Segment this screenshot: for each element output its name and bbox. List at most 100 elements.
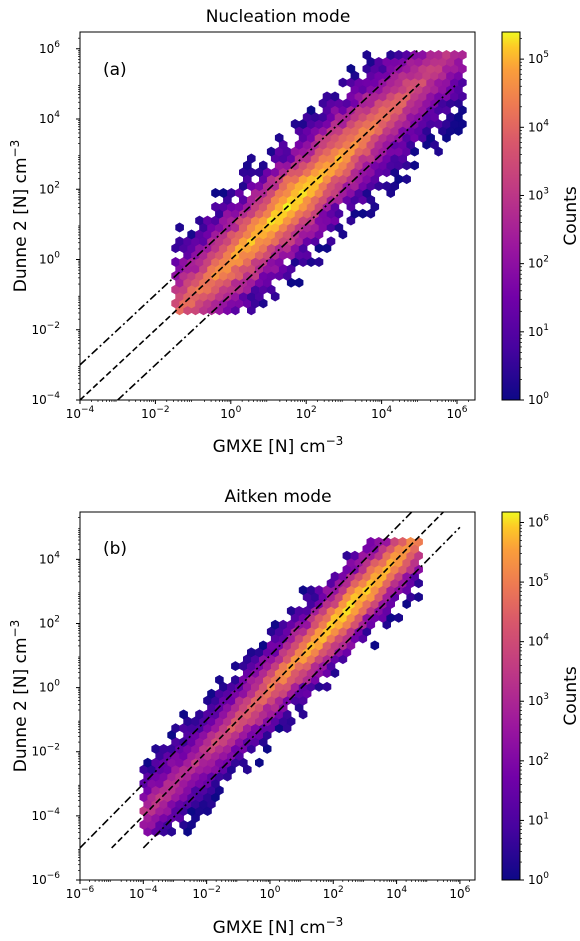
hex-bin [171, 257, 180, 267]
x-tick-label: 10−2 [192, 885, 221, 901]
chart-title: Aitken mode [224, 487, 331, 507]
hex-bin [382, 536, 392, 547]
colorbar-tick-label: 106 [528, 513, 549, 529]
reference-lines [80, 512, 461, 849]
reference-lines [80, 48, 458, 400]
hex-bin [458, 50, 467, 60]
hex-bin [195, 709, 204, 720]
hex-bin [330, 91, 340, 102]
x-tick-label: 10−4 [129, 885, 158, 901]
x-tick-label: 104 [386, 885, 407, 901]
x-ticks: 10−6 10−4 10−2 100 102 104 106 [66, 880, 471, 901]
x-axis-label: GMXE [N] cm−3 [213, 915, 344, 938]
hex-bin [255, 757, 264, 768]
hex-bin [227, 188, 236, 198]
y-tick-label: 10−4 [31, 807, 60, 823]
hex-bin [330, 571, 340, 582]
x-tick-label: 102 [296, 405, 317, 421]
hex-bin [211, 188, 220, 198]
hex-bin [247, 647, 256, 658]
y-ticks: 10−4 10−2 100 102 104 106 [31, 37, 80, 407]
colorbar-tick-label: 100 [528, 391, 549, 407]
x-tick-label: 10−2 [141, 405, 170, 421]
y-axis-label: Dunne 2 [N] cm−3 [8, 620, 31, 773]
hex-bin [179, 709, 188, 720]
hex-bin [362, 50, 372, 60]
x-ticks: 10−4 10−2 100 102 104 106 [66, 400, 469, 421]
hex-bin [286, 605, 296, 616]
colorbar-gradient [501, 511, 521, 881]
hex-bin [247, 153, 256, 164]
hex-bin [366, 536, 376, 547]
hex-bin [350, 550, 360, 561]
x-tick-label: 10−4 [66, 405, 95, 421]
hex-bin [203, 215, 212, 226]
hex-bin [195, 215, 204, 226]
y-tick-label: 10−2 [31, 743, 60, 759]
colorbar-tick-label: 101 [528, 811, 549, 827]
colorbar-label: Counts [561, 666, 580, 725]
hex-bin [450, 50, 459, 60]
hex-bin [322, 681, 332, 692]
colorbar-tick-label: 105 [528, 50, 549, 66]
hex-bin [434, 50, 443, 60]
colorbar: 100 101 102 103 104 105 106 Counts [501, 511, 580, 887]
chart-title: Nucleation mode [206, 7, 351, 27]
y-tick-label: 106 [39, 40, 60, 56]
hex-bin [390, 536, 400, 547]
hex-bin [151, 743, 160, 754]
y-tick-label: 10−4 [31, 391, 60, 407]
factor-ten-line [80, 48, 420, 366]
x-tick-label: 100 [259, 885, 280, 901]
hex-bin [402, 174, 411, 185]
colorbar-tick-label: 100 [528, 871, 549, 887]
hex-bin [314, 585, 324, 596]
hex-bin [426, 50, 435, 60]
hex-bin [326, 236, 336, 247]
one-to-one-line [111, 512, 445, 849]
panel-nucleation: Nucleation mode 10−4 10−2 100 102 104 106 10−… [8, 7, 580, 457]
x-tick-label: 104 [371, 405, 392, 421]
colorbar-ticks: 100 101 102 103 104 105 [520, 38, 549, 407]
hex-bin [171, 723, 180, 734]
hex-bin [322, 91, 332, 102]
hex-bin [410, 160, 419, 171]
x-tick-label: 10−6 [66, 885, 95, 901]
hex-bin [231, 661, 240, 672]
plot-frame [79, 511, 476, 881]
hex-bin [143, 757, 152, 768]
colorbar-gradient [501, 31, 521, 401]
hex-bin [398, 536, 408, 547]
y-tick-label: 100 [39, 251, 60, 267]
y-ticks: 10−6 10−4 10−2 100 102 104 [31, 517, 80, 887]
plot-frame [79, 31, 476, 401]
hex-bin [394, 612, 404, 623]
hexbin-layer [139, 536, 423, 837]
colorbar-tick-label: 104 [528, 118, 549, 134]
hex-bin [175, 222, 184, 233]
colorbar-ticks: 100 101 102 103 104 105 106 [520, 513, 549, 887]
hex-bin [306, 585, 316, 596]
y-tick-label: 102 [39, 614, 60, 630]
x-axis-label: GMXE [N] cm−3 [213, 434, 344, 457]
panel-label: (b) [103, 539, 127, 559]
y-tick-label: 10−6 [31, 871, 60, 887]
hex-bin [382, 181, 392, 192]
hexbin-layer [171, 50, 467, 316]
hex-bin [258, 160, 268, 171]
hex-bin [231, 674, 240, 685]
hex-bin [414, 536, 423, 547]
colorbar-tick-label: 104 [528, 633, 549, 649]
hex-bin [278, 619, 288, 630]
hex-bin [314, 257, 324, 267]
hex-bin [294, 605, 304, 616]
hex-bin [346, 63, 356, 74]
colorbar-tick-label: 105 [528, 573, 549, 589]
x-tick-label: 102 [323, 885, 344, 901]
hex-bin [442, 50, 451, 60]
factor-ten-line [117, 83, 458, 400]
hex-bin [270, 619, 280, 630]
panel-aitken: Aitken mode 10−6 10−4 10−2 100 102 104 106 10−… [8, 487, 580, 938]
hex-bin [211, 201, 220, 212]
hex-bin [298, 585, 308, 596]
